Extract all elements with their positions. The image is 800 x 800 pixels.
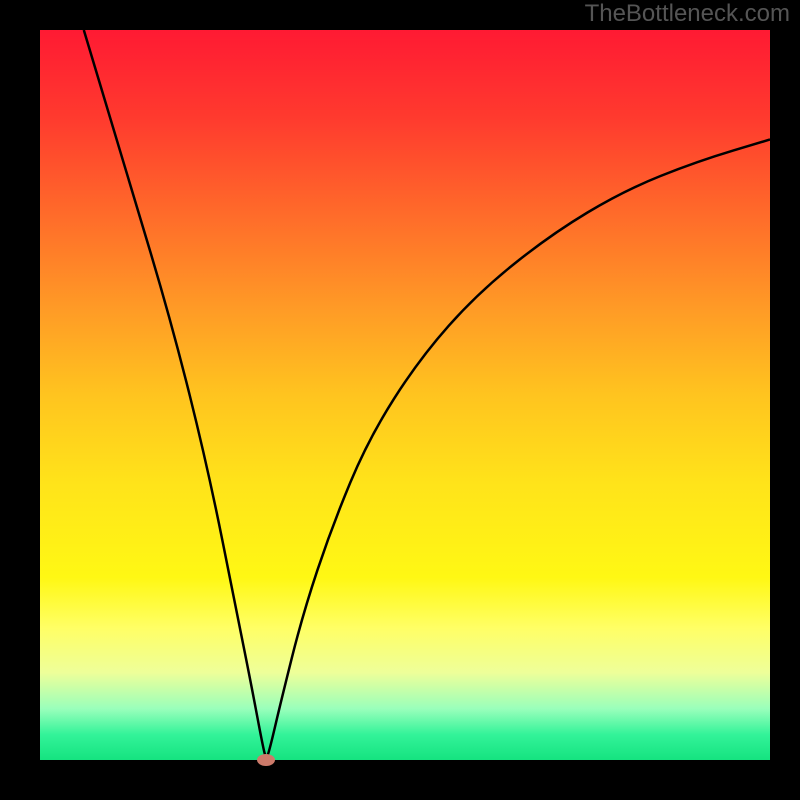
optimal-point-marker [257, 754, 275, 766]
border-right [770, 0, 800, 800]
plot-area [40, 30, 770, 760]
gradient-background [40, 30, 770, 760]
border-left [0, 0, 40, 800]
chart-container: TheBottleneck.com [0, 0, 800, 800]
attribution-text: TheBottleneck.com [585, 0, 790, 28]
border-bottom [0, 760, 800, 800]
